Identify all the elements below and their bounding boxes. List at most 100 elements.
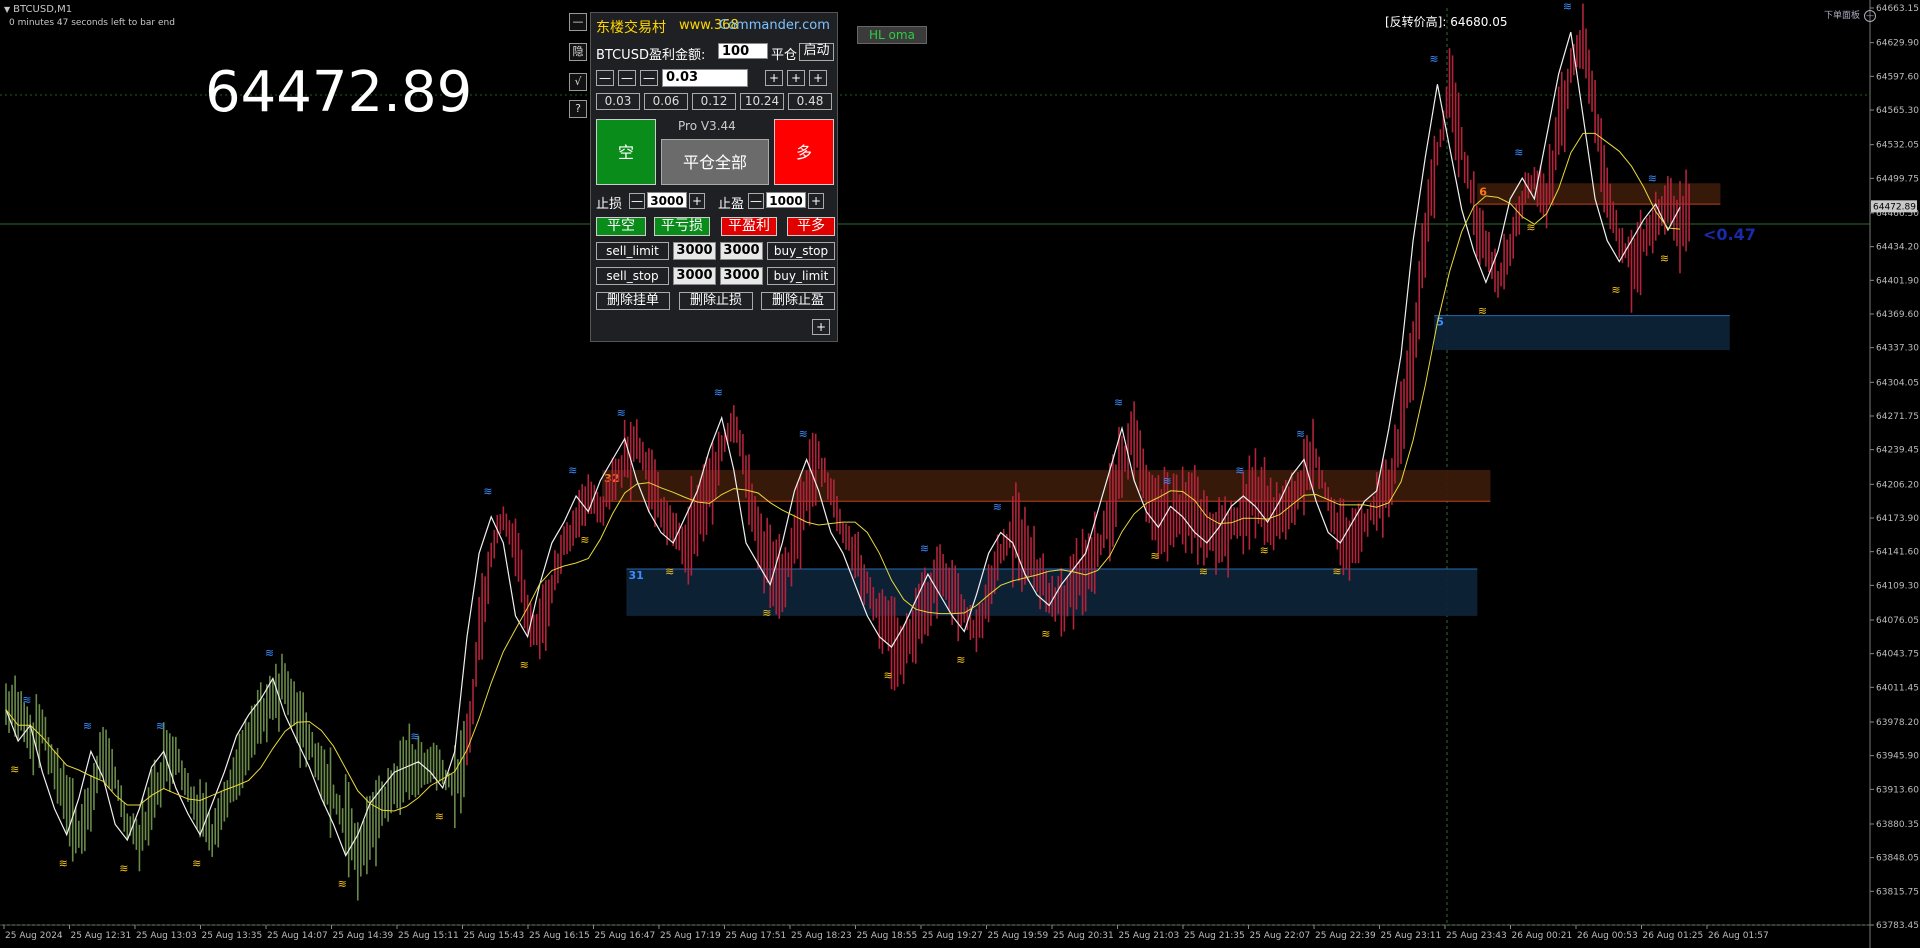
- dropdown-triangle-icon[interactable]: ▼: [4, 5, 11, 14]
- x-tick-label: 25 Aug 23:43: [1446, 931, 1507, 941]
- lot-preset-3[interactable]: 0.12: [692, 93, 736, 110]
- close-loss-button[interactable]: 平亏损: [654, 217, 710, 236]
- x-tick-label: 25 Aug 2024: [5, 931, 63, 941]
- close-profit-button[interactable]: 平盈利: [721, 217, 777, 236]
- lot-preset-4[interactable]: 10.24: [740, 93, 784, 110]
- peak-marker: ≋: [1296, 428, 1305, 441]
- buy-stop-input[interactable]: 3000: [720, 242, 763, 260]
- lot-plus-3-button[interactable]: +: [809, 70, 827, 86]
- sell-stop-button[interactable]: sell_stop: [596, 267, 669, 285]
- close-label: 平仓: [771, 48, 798, 63]
- distance-annotation: <0.47: [1703, 225, 1756, 244]
- y-tick-label: 64434.20: [1876, 243, 1919, 253]
- x-tick-label: 25 Aug 12:31: [71, 931, 132, 941]
- close-all-button[interactable]: 平仓全部: [661, 139, 769, 185]
- peak-marker: ≋: [1429, 52, 1438, 65]
- x-tick-label: 26 Aug 00:53: [1577, 931, 1638, 941]
- zone-5: [1434, 315, 1730, 351]
- lot-plus-2-button[interactable]: +: [787, 70, 805, 86]
- y-tick-label: 64141.60: [1876, 548, 1919, 558]
- trade-panel: 东楼交易村 www.368 Commander.com BTCUSD盈利金额: …: [590, 12, 838, 342]
- peak-marker: ≋: [1235, 464, 1244, 477]
- takeprofit-label: 止盈: [718, 197, 745, 212]
- minimize-button[interactable]: —: [569, 13, 587, 31]
- panel-url-a: www.368: [679, 18, 739, 33]
- peak-marker: ≋: [993, 500, 1002, 513]
- hl-oma-button[interactable]: HL oma: [857, 26, 927, 44]
- peak-marker: ≋: [22, 693, 31, 706]
- takeprofit-input[interactable]: 1000: [766, 192, 806, 208]
- sell-limit-button[interactable]: sell_limit: [596, 242, 669, 260]
- y-tick-label: 64565.30: [1876, 106, 1919, 116]
- buy-limit-input[interactable]: 3000: [720, 267, 763, 285]
- x-tick-label: 25 Aug 18:55: [857, 931, 918, 941]
- y-tick-label: 64011.45: [1876, 683, 1919, 693]
- close-short-button[interactable]: 平空: [596, 217, 646, 236]
- sell-button[interactable]: 空: [596, 119, 656, 185]
- lot-plus-1-button[interactable]: +: [765, 70, 783, 86]
- lot-minus-3-button[interactable]: —: [640, 70, 658, 86]
- trough-marker: ≋: [59, 857, 68, 870]
- delete-stoploss-button[interactable]: 删除止损: [679, 292, 753, 310]
- help-button[interactable]: ?: [569, 100, 587, 118]
- peak-marker: ≋: [83, 719, 92, 732]
- lot-minus-2-button[interactable]: —: [618, 70, 636, 86]
- lot-preset-1[interactable]: 0.03: [596, 93, 640, 110]
- y-tick-label: 64597.60: [1876, 72, 1919, 82]
- lot-preset-2[interactable]: 0.06: [644, 93, 688, 110]
- expand-plus-button[interactable]: +: [812, 319, 830, 335]
- y-tick-label: 64337.30: [1876, 344, 1919, 354]
- lot-input[interactable]: 0.03: [662, 69, 748, 87]
- check-button[interactable]: √: [569, 73, 587, 91]
- peak-marker: ≋: [1514, 146, 1523, 159]
- zone-label-5: 5: [1436, 316, 1444, 329]
- slow-ma-line: [5, 132, 1681, 812]
- sell-limit-input[interactable]: 3000: [673, 242, 716, 260]
- start-button[interactable]: 启动: [799, 43, 834, 61]
- delete-takeprofit-button[interactable]: 删除止盈: [761, 292, 835, 310]
- peak-marker: ≋: [568, 464, 577, 477]
- y-tick-label: 64271.75: [1876, 412, 1919, 422]
- panel-title: 东楼交易村: [596, 20, 666, 36]
- order-panel-toggle[interactable]: 下单面板 —: [1824, 10, 1877, 22]
- sell-stop-input[interactable]: 3000: [673, 267, 716, 285]
- stoploss-input[interactable]: 3000: [647, 192, 687, 208]
- x-tick-label: 25 Aug 16:15: [529, 931, 590, 941]
- y-tick-label: 63783.45: [1876, 921, 1919, 931]
- x-tick-label: 25 Aug 23:11: [1381, 931, 1442, 941]
- peak-marker: ≋: [1648, 172, 1657, 185]
- peak-marker: ≋: [617, 407, 626, 420]
- hide-button[interactable]: 隐: [569, 43, 587, 61]
- lot-preset-5[interactable]: 0.48: [788, 93, 832, 110]
- close-circle-icon[interactable]: —: [1864, 10, 1877, 22]
- buy-stop-button[interactable]: buy_stop: [767, 242, 835, 260]
- zone-32: [602, 469, 1491, 502]
- peak-marker: ≋: [156, 719, 165, 732]
- panel-url-b[interactable]: Commander.com: [719, 18, 830, 33]
- lot-minus-1-button[interactable]: —: [596, 70, 614, 86]
- reverse-price: [反转价高]: 64680.05: [1385, 15, 1508, 29]
- stoploss-plus-button[interactable]: +: [689, 193, 705, 209]
- takeprofit-plus-button[interactable]: +: [808, 193, 824, 209]
- zone-label-6: 6: [1479, 185, 1487, 198]
- trough-marker: ≋: [762, 607, 771, 620]
- close-long-button[interactable]: 平多: [787, 217, 835, 236]
- peak-marker: ≋: [714, 386, 723, 399]
- x-tick-label: 26 Aug 01:25: [1643, 931, 1704, 941]
- x-tick-label: 25 Aug 22:07: [1250, 931, 1311, 941]
- takeprofit-minus-button[interactable]: —: [748, 193, 764, 209]
- peak-marker: ≋: [483, 485, 492, 498]
- trough-marker: ≋: [1332, 565, 1341, 578]
- profit-input[interactable]: 100: [718, 43, 768, 59]
- trough-marker: ≋: [884, 669, 893, 682]
- trough-marker: ≋: [1199, 565, 1208, 578]
- y-tick-label: 64629.90: [1876, 39, 1919, 49]
- buy-button[interactable]: 多: [774, 119, 834, 185]
- buy-limit-button[interactable]: buy_limit: [767, 267, 835, 285]
- stoploss-minus-button[interactable]: —: [629, 193, 645, 209]
- x-tick-label: 25 Aug 14:07: [267, 931, 328, 941]
- delete-pending-button[interactable]: 删除挂单: [596, 292, 670, 310]
- x-tick-label: 25 Aug 16:47: [595, 931, 656, 941]
- y-tick-label: 64076.05: [1876, 616, 1919, 626]
